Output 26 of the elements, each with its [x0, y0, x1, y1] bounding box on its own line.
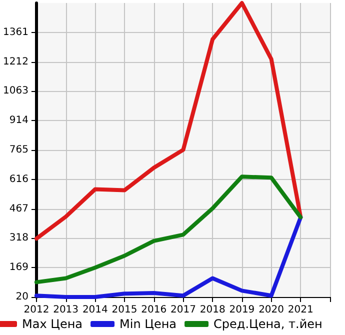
y-tick-label: 467: [9, 203, 28, 214]
legend-label: Max Цена: [22, 317, 83, 331]
y-tick-label: 914: [9, 115, 28, 126]
y-tick-label: 1063: [2, 86, 28, 97]
x-tick-label: 2016: [141, 304, 167, 316]
line-series: [34, 174, 303, 284]
x-tick-label: 2012: [24, 304, 50, 316]
y-tick-label: 1212: [2, 56, 28, 68]
line-series: [34, 215, 303, 299]
x-tick-label: 2017: [170, 304, 196, 316]
y-tick-label: 20: [16, 292, 28, 302]
line-series: [34, 1, 303, 241]
y-tick-label: 765: [9, 144, 28, 156]
x-tick-label: 2018: [200, 304, 226, 316]
y-tick-label: 616: [9, 174, 28, 185]
legend-label: Min Цена: [120, 317, 177, 331]
x-tick-label: 2013: [53, 304, 79, 316]
x-tick-label: 2014: [82, 304, 108, 316]
x-tick-label: 2020: [258, 304, 284, 316]
legend-label: Сред.Цена, т.йен: [214, 317, 322, 331]
x-tick-label: 2015: [112, 304, 138, 316]
y-tick-label: 169: [9, 262, 28, 274]
y-tick-label: 1361: [2, 26, 28, 38]
x-tick-label: 2021: [288, 304, 314, 316]
x-tick-label: 2019: [229, 304, 255, 316]
y-tick-label: 318: [9, 232, 28, 244]
